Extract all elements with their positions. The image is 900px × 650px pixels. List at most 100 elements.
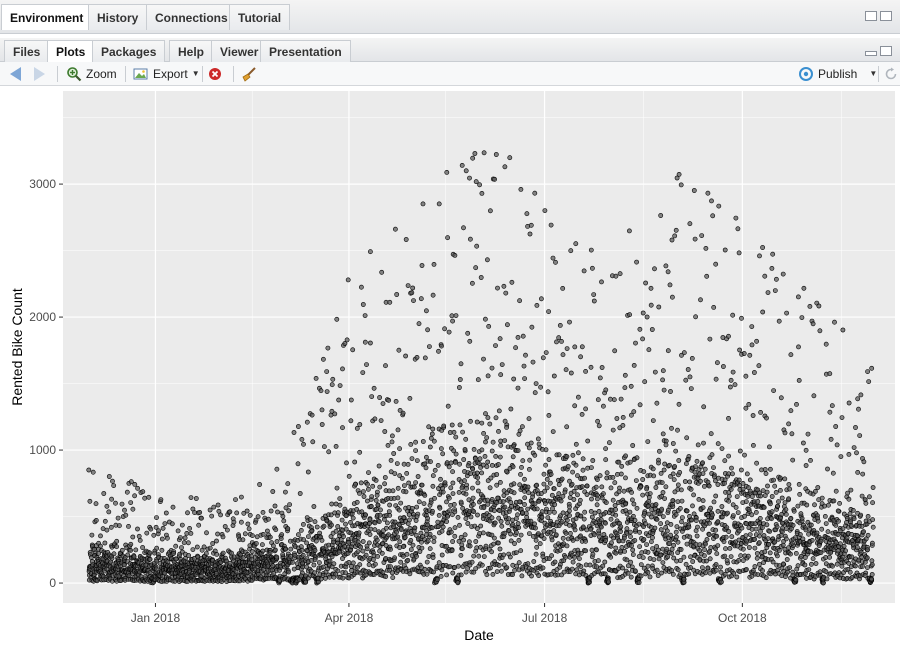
data-point (564, 517, 570, 523)
top-tab-tutorial[interactable]: Tutorial (229, 4, 291, 30)
data-point (448, 485, 454, 491)
data-point (301, 441, 306, 447)
data-point (170, 504, 176, 510)
data-point (765, 536, 771, 541)
clear-plots-button[interactable] (241, 65, 257, 83)
data-point (357, 449, 363, 455)
bottom-tab-help[interactable]: Help (169, 40, 214, 62)
publish-button[interactable]: Publish ▼ (798, 65, 877, 83)
minimize-icon[interactable] (865, 51, 877, 56)
data-point (382, 475, 388, 480)
bottom-tab-presentation[interactable]: Presentation (260, 40, 351, 62)
data-point (354, 425, 360, 431)
data-point (450, 570, 456, 576)
restore-icon[interactable] (865, 11, 877, 21)
data-point (737, 448, 743, 454)
data-point (559, 519, 565, 525)
data-point (360, 302, 366, 307)
data-point (371, 385, 377, 391)
data-point (864, 555, 870, 561)
data-point (650, 466, 656, 472)
bottom-tab-packages[interactable]: Packages (92, 40, 166, 62)
remove-plot-button[interactable] (208, 65, 222, 83)
data-point (169, 521, 175, 527)
data-point (809, 561, 814, 567)
data-point (329, 554, 335, 560)
data-point (749, 324, 755, 329)
data-point (869, 562, 875, 568)
data-point (687, 479, 693, 485)
data-point (431, 261, 437, 267)
data-point (355, 549, 361, 554)
data-point (188, 495, 194, 500)
data-point (548, 471, 554, 477)
data-point (199, 573, 204, 579)
data-point (651, 510, 657, 516)
data-point (372, 416, 378, 422)
top-tab-connections[interactable]: Connections (146, 4, 237, 30)
data-point (528, 518, 534, 524)
data-point (393, 398, 399, 404)
data-point (177, 535, 183, 540)
data-point (684, 461, 689, 467)
data-point (568, 530, 573, 536)
data-point (627, 312, 632, 318)
top-tab-environment[interactable]: Environment (1, 4, 93, 30)
data-point (849, 554, 855, 560)
data-point (742, 513, 747, 519)
data-point (621, 488, 627, 494)
data-point (363, 552, 369, 558)
data-point (579, 344, 585, 350)
export-button[interactable]: Export ▼ (133, 65, 200, 83)
zoom-button[interactable]: Zoom (66, 65, 117, 83)
forward-button[interactable] (34, 65, 45, 83)
data-point (567, 522, 572, 528)
data-point (324, 389, 330, 394)
data-point (599, 365, 605, 370)
data-point (147, 550, 153, 556)
bottom-tab-files[interactable]: Files (4, 40, 50, 62)
data-point (515, 521, 521, 526)
data-point (383, 556, 389, 561)
data-point (758, 409, 763, 415)
data-point (421, 501, 427, 506)
bottom-tab-viewer[interactable]: Viewer (211, 40, 268, 62)
data-point (656, 547, 661, 553)
data-point (422, 492, 428, 498)
back-button[interactable] (10, 65, 21, 83)
top-tab-history[interactable]: History (88, 4, 148, 30)
data-point (729, 534, 735, 540)
data-point (744, 521, 749, 526)
data-point (703, 570, 709, 576)
data-point (672, 464, 677, 469)
maximize-icon[interactable] (880, 46, 892, 56)
data-point (692, 469, 698, 475)
refresh-button[interactable] (884, 65, 898, 83)
data-point (684, 541, 690, 547)
data-point (249, 557, 255, 562)
data-point (726, 453, 731, 459)
bottom-tab-plots[interactable]: Plots (47, 40, 95, 62)
data-point (122, 507, 127, 513)
data-point (479, 191, 485, 196)
data-point (304, 419, 310, 425)
data-point (438, 446, 444, 452)
data-point (398, 500, 404, 506)
data-point (596, 423, 602, 429)
data-point (578, 354, 583, 360)
maximize-icon[interactable] (880, 11, 892, 21)
data-point (374, 537, 380, 543)
data-point (608, 485, 614, 491)
data-point (445, 403, 451, 409)
data-point (737, 347, 742, 353)
data-point (466, 539, 472, 545)
data-point (832, 319, 837, 325)
data-point (861, 529, 866, 535)
data-point (400, 410, 406, 416)
data-point (573, 462, 579, 468)
data-point (640, 477, 646, 482)
data-point (724, 525, 730, 530)
data-point (343, 521, 348, 527)
data-point (324, 369, 330, 374)
data-point (330, 376, 336, 382)
